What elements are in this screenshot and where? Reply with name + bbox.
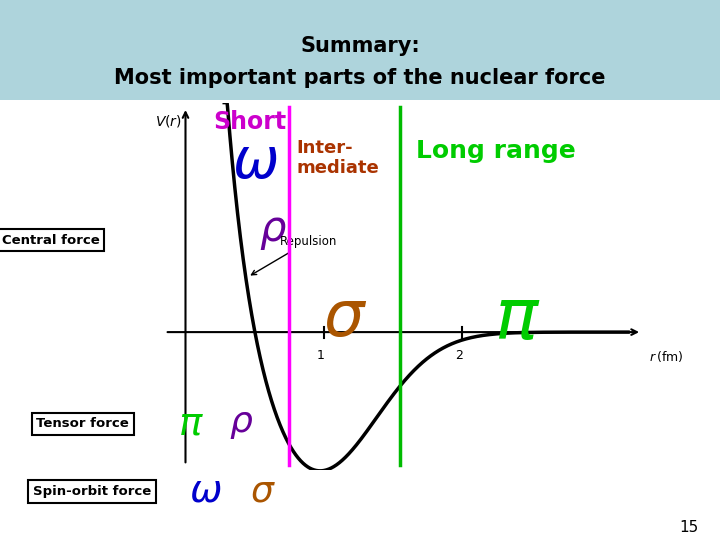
- Text: $\rho$: $\rho$: [229, 407, 253, 441]
- Text: $V(r)$: $V(r)$: [155, 113, 182, 129]
- Text: Summary:: Summary:: [300, 36, 420, 56]
- Text: Long range: Long range: [416, 139, 576, 163]
- Text: $\pi$: $\pi$: [494, 283, 541, 354]
- Text: Most important parts of the nuclear force: Most important parts of the nuclear forc…: [114, 68, 606, 89]
- Text: 2: 2: [456, 349, 463, 362]
- Text: $\omega$: $\omega$: [232, 135, 278, 190]
- Text: Spin-orbit force: Spin-orbit force: [33, 485, 151, 498]
- Text: Repulsion: Repulsion: [251, 235, 337, 275]
- Text: $\sigma$: $\sigma$: [323, 287, 366, 349]
- Text: Tensor force: Tensor force: [37, 417, 129, 430]
- Text: Inter-
mediate: Inter- mediate: [296, 139, 379, 177]
- Text: 1: 1: [317, 349, 325, 362]
- Text: Central force: Central force: [1, 234, 99, 247]
- Text: $\omega$: $\omega$: [189, 473, 222, 510]
- Text: $r\,({\rm fm})$: $r\,({\rm fm})$: [649, 349, 683, 363]
- Text: $\pi$: $\pi$: [178, 406, 204, 442]
- Text: $\sigma$: $\sigma$: [250, 475, 276, 508]
- Text: $\rho$: $\rho$: [258, 210, 287, 252]
- Text: 15: 15: [679, 519, 698, 535]
- Text: Short: Short: [213, 110, 287, 134]
